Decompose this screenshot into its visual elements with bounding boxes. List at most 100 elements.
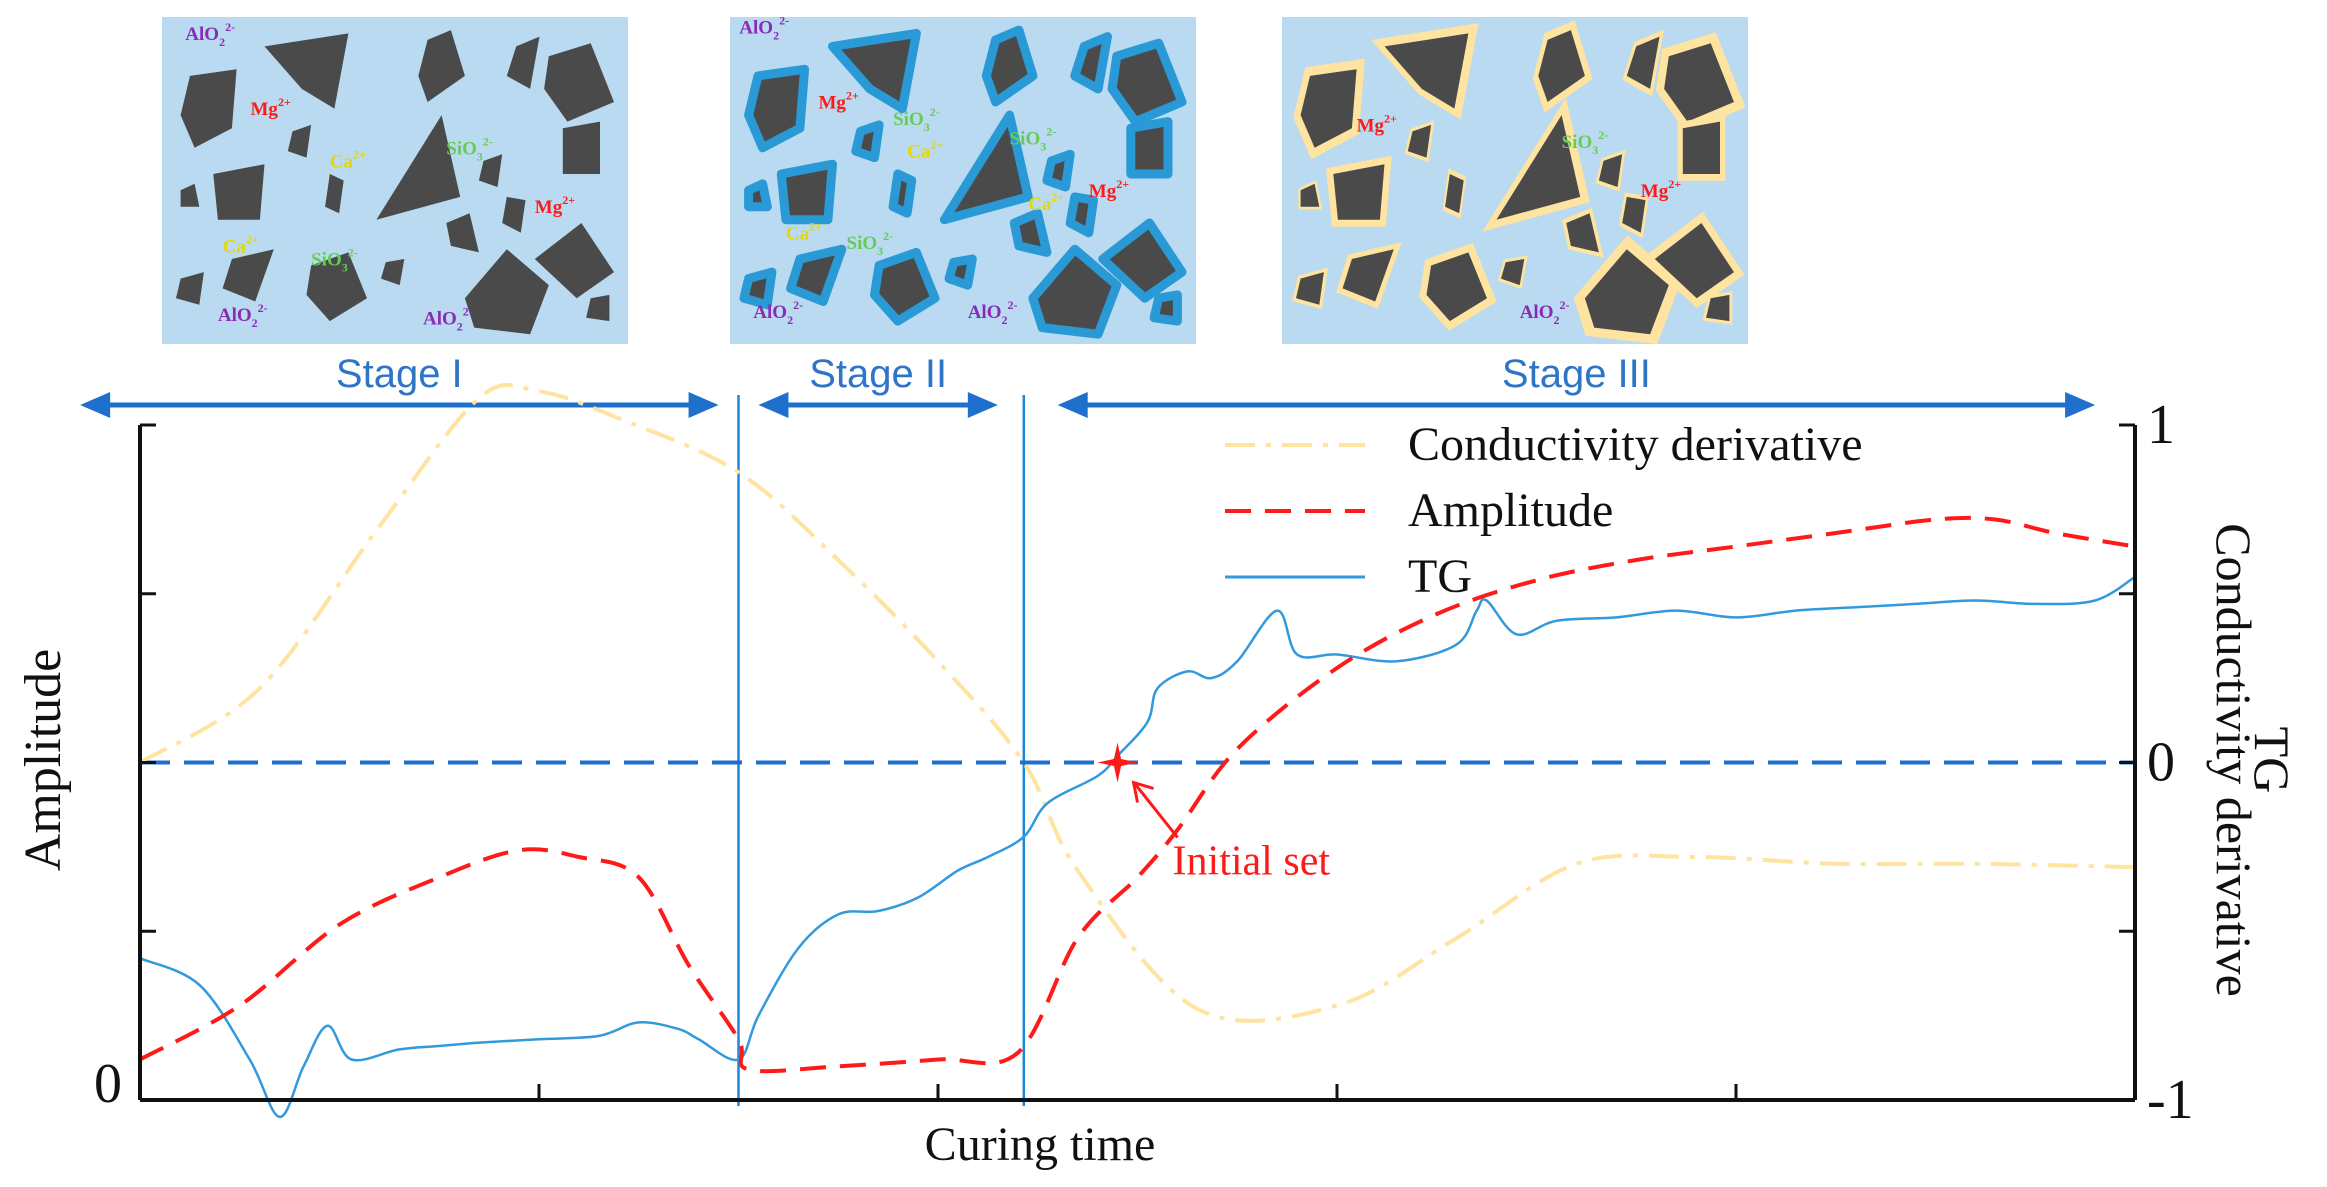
particle (264, 33, 349, 109)
ion-label: Mg2+ (1089, 177, 1129, 202)
particle (306, 252, 367, 322)
ion-label: Mg2+ (1357, 111, 1397, 136)
coated-particle (1126, 117, 1173, 179)
ion-label: Ca2+ (223, 232, 259, 257)
legend: Conductivity derivative Amplitude TG (1225, 418, 1863, 603)
ion-label: SiO32- (1562, 128, 1609, 157)
series-line-conductivity-derivative (138, 382, 2136, 1023)
ion-label: Mg2+ (251, 95, 291, 120)
legend-entry: TG (1225, 550, 1472, 603)
particle (1496, 115, 1581, 220)
ion-label: AlO22- (218, 301, 268, 330)
y-axis-left-label: Amplitude (15, 649, 72, 871)
coated-particle (944, 254, 977, 290)
coated-particle (981, 25, 1038, 107)
particle (478, 154, 503, 187)
coated-particle (828, 28, 921, 114)
ion-label: SiO32- (446, 134, 493, 163)
coated-particle (870, 247, 940, 326)
stage-panel: Mg2+ SiO32- Mg2+ AlO22- (1282, 17, 1748, 344)
stage-arrow: Stage I (80, 352, 719, 418)
particle (1384, 33, 1469, 109)
coated-particle (1065, 192, 1098, 238)
ion-label: Ca2+ (330, 147, 366, 172)
ion-label: SiO32- (1010, 125, 1057, 154)
annotation-arrow-head (1131, 780, 1154, 803)
particle (1664, 43, 1734, 122)
ion-label: Ca2+ (1028, 190, 1064, 215)
initial-set-marker (1097, 742, 1138, 783)
y-axis-right-label-tg: TG (2244, 727, 2300, 794)
series-lines (138, 382, 2136, 1119)
coated-particle (786, 244, 847, 306)
coated-particle (1098, 218, 1187, 303)
stage-arrows: Stage I Stage II Stage III (80, 352, 2096, 418)
ion-label: AlO22- (185, 20, 235, 49)
particle (180, 69, 237, 148)
coated-particle (1070, 32, 1112, 94)
x-axis-label: Curing time (925, 1118, 1156, 1171)
ion-label: SiO32- (847, 229, 894, 258)
particle (325, 174, 344, 214)
coated-particle (1149, 290, 1182, 326)
coated-particle (1028, 244, 1122, 339)
y-axis-right-label-conductivity: Conductivity derivative (2206, 523, 2262, 997)
particle (1598, 154, 1623, 187)
coated-particle (739, 267, 777, 310)
ion-label: Mg2+ (535, 193, 575, 218)
ion-label: AlO22- (968, 298, 1018, 327)
legend-entry: Conductivity derivative (1225, 418, 1863, 471)
legend-entry: Amplitude (1225, 484, 1613, 537)
particle (544, 43, 614, 122)
stage-panels: AlO22- Mg2+ Ca2+ SiO32- Mg2+ Ca2+ SiO32- AlO22-… (162, 17, 1748, 344)
ion-label: SiO32- (893, 105, 940, 134)
ion-label: AlO22- (753, 298, 803, 327)
particle (376, 115, 461, 220)
particle (213, 164, 265, 220)
particle (1566, 213, 1599, 253)
coated-particle (744, 64, 810, 153)
particle (1626, 36, 1660, 89)
initial-set-annotation: Initial set (1097, 742, 1331, 885)
series-line-tg (139, 575, 2136, 1119)
ion-label: Mg2+ (819, 89, 859, 114)
particle (1706, 294, 1730, 322)
stage-label: Stage III (1502, 352, 1651, 396)
particle (287, 124, 312, 158)
arrow-head-right (2065, 392, 2096, 418)
legend-label: Conductivity derivative (1408, 418, 1863, 471)
stage-dividers (737, 395, 1026, 1106)
particle (1501, 259, 1525, 286)
coated-particle (1107, 38, 1187, 127)
annotation-label: Initial set (1173, 839, 1331, 885)
particle (502, 196, 526, 233)
series-line-amplitude (139, 515, 2136, 1074)
particle (1300, 69, 1357, 148)
legend-label: Amplitude (1408, 484, 1613, 537)
coated-particle (744, 179, 772, 212)
coated-particle (1042, 149, 1075, 192)
particle (586, 294, 610, 322)
ion-label: Ca2+ (786, 219, 822, 244)
coated-particle (1009, 208, 1052, 257)
coated-particle (939, 110, 1033, 225)
stage-panel: AlO22- Mg2+ SiO32- Ca2+ SiO32- Ca2+ Mg2+ Ca2+ Si… (730, 17, 1196, 344)
particle (506, 36, 540, 89)
arrow-head-right (967, 392, 998, 418)
particle (1300, 183, 1320, 207)
particle (418, 30, 465, 103)
particle (562, 121, 600, 174)
arrow-head-left (1057, 392, 1088, 418)
y-right-tick-label: 1 (2147, 394, 2175, 456)
particle (381, 259, 405, 286)
stage-label: Stage II (809, 352, 947, 396)
ion-label: AlO22- (1520, 298, 1570, 327)
coated-particle (776, 159, 837, 225)
arrow-head-left (758, 392, 789, 418)
particle (1296, 272, 1324, 305)
particle (222, 249, 274, 302)
y-left-tick-label: 0 (94, 1053, 122, 1115)
particle (1622, 196, 1646, 233)
particle (1426, 252, 1487, 322)
stage-panel: AlO22- Mg2+ Ca2+ SiO32- Mg2+ Ca2+ SiO32- AlO22-… (162, 17, 628, 344)
